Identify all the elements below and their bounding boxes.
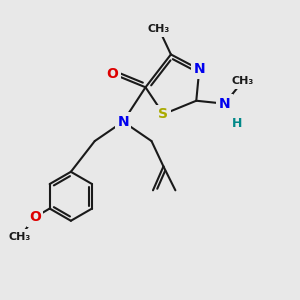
Text: CH₃: CH₃ <box>231 76 254 86</box>
Text: O: O <box>29 210 41 224</box>
Text: S: S <box>158 107 168 121</box>
Text: CH₃: CH₃ <box>148 24 170 34</box>
Text: O: O <box>107 67 118 81</box>
Text: N: N <box>219 97 230 111</box>
Text: H: H <box>231 117 242 130</box>
Text: N: N <box>117 115 129 129</box>
Text: CH₃: CH₃ <box>9 232 31 242</box>
Text: N: N <box>194 62 205 76</box>
